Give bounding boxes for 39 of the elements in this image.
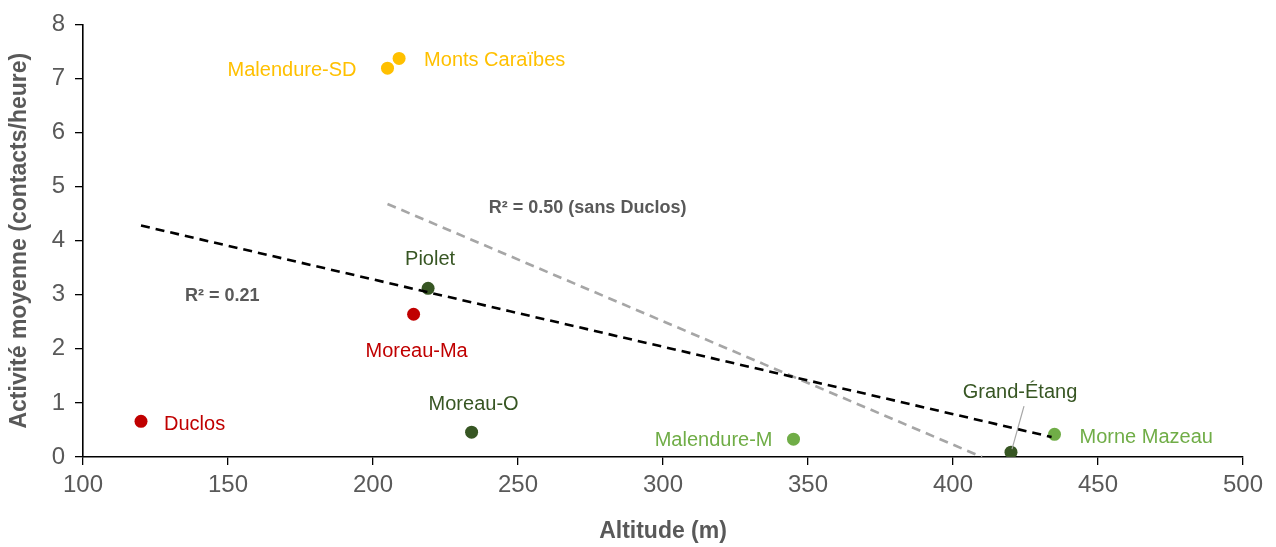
point bbox=[392, 51, 406, 65]
y-tick-label: 6 bbox=[51, 117, 65, 145]
point bbox=[787, 432, 800, 446]
series-label: Duclos bbox=[164, 411, 226, 434]
series-label: Piolet bbox=[405, 246, 456, 269]
series-label: Monts Caraïbes bbox=[424, 47, 566, 70]
x-tick-label: 400 bbox=[932, 470, 974, 498]
x-tick-label: 100 bbox=[62, 470, 104, 498]
point bbox=[1048, 427, 1061, 441]
x-tick-label: 500 bbox=[1222, 470, 1264, 498]
x-tick-label: 350 bbox=[787, 470, 829, 498]
y-tick-label: 2 bbox=[51, 333, 65, 361]
y-tick-label: 5 bbox=[51, 171, 65, 199]
y-tick-label: 4 bbox=[51, 225, 65, 253]
y-tick-label: 0 bbox=[51, 441, 65, 469]
point bbox=[381, 61, 394, 75]
x-tick-label: 150 bbox=[207, 470, 249, 498]
y-tick-label: 7 bbox=[51, 63, 65, 91]
series-label: Moreau-O bbox=[428, 391, 519, 414]
x-tick-label: 450 bbox=[1077, 470, 1119, 498]
y-axis-title: Activité moyenne (contacts/heure) bbox=[5, 52, 32, 429]
y-tick-label: 8 bbox=[51, 9, 65, 37]
annotation: R² = 0.21 bbox=[184, 285, 260, 306]
annotation: R² = 0.50 (sans Duclos) bbox=[488, 196, 687, 217]
series-label: Morne Mazeau bbox=[1079, 424, 1213, 447]
series-label: Malendure-SD bbox=[227, 57, 357, 80]
point bbox=[407, 307, 421, 321]
point bbox=[465, 425, 479, 439]
x-tick-label: 300 bbox=[642, 470, 684, 498]
y-tick-label: 1 bbox=[51, 387, 65, 415]
point bbox=[134, 414, 148, 428]
text: Grand-Étang bbox=[962, 379, 1078, 402]
series-label: Moreau-Ma bbox=[365, 338, 469, 361]
point bbox=[1004, 445, 1018, 457]
x-tick-label: 200 bbox=[352, 470, 394, 498]
series-label: Malendure-M bbox=[654, 427, 773, 450]
x-axis-title: Altitude (m) bbox=[599, 516, 727, 543]
x-tick-label: 250 bbox=[497, 470, 539, 498]
y-tick-label: 3 bbox=[51, 279, 65, 307]
